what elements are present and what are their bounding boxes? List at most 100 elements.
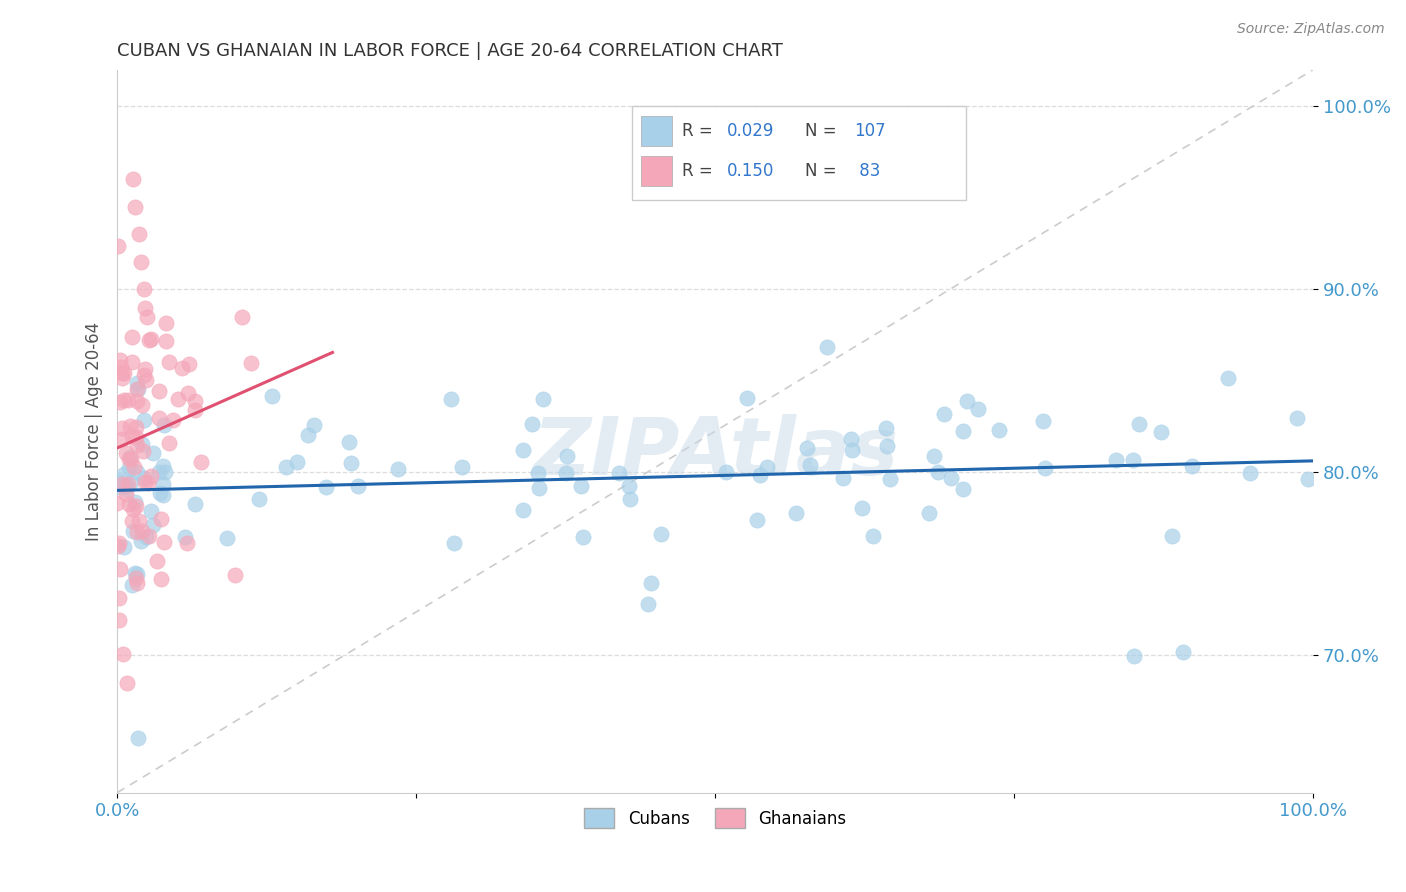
Point (121, 501, 143, 516)
Point (111, 476, 134, 491)
Point (124, 200, 146, 214)
Point (112, 366, 135, 380)
Point (112, 540, 135, 554)
Point (927, 465, 949, 479)
Point (125, 571, 148, 585)
Point (118, 497, 141, 511)
Point (285, 455, 308, 469)
Point (107, 539, 129, 553)
Point (745, 513, 768, 527)
Point (125, 376, 148, 390)
Point (756, 459, 779, 474)
Point (134, 475, 156, 490)
Point (1032, 414, 1054, 428)
Point (110, 353, 132, 368)
Point (231, 310, 253, 324)
Point (875, 421, 897, 435)
Point (450, 460, 472, 475)
Point (260, 389, 283, 403)
Point (132, 282, 155, 296)
Point (714, 465, 737, 479)
Point (108, 394, 131, 409)
Point (1033, 461, 1056, 475)
Point (735, 391, 758, 405)
Text: R =: R = (682, 122, 717, 140)
Point (125, 499, 148, 513)
Point (879, 472, 901, 486)
Point (122, 460, 145, 475)
Point (138, 529, 160, 543)
Point (1128, 417, 1150, 431)
Point (184, 497, 207, 511)
Point (120, 419, 142, 434)
Point (302, 418, 325, 433)
Point (125, 525, 148, 540)
Point (118, 450, 141, 464)
Point (572, 530, 595, 544)
Point (111, 432, 134, 446)
Text: 0.150: 0.150 (727, 161, 775, 180)
Point (315, 480, 337, 494)
Point (346, 479, 368, 493)
Point (110, 371, 132, 385)
Point (121, 429, 143, 443)
Point (138, 334, 160, 348)
Point (529, 481, 551, 495)
Point (129, 255, 152, 269)
Point (139, 504, 162, 518)
Point (155, 316, 177, 330)
Point (131, 437, 153, 451)
Point (142, 445, 165, 459)
Point (1105, 453, 1128, 467)
Point (114, 486, 136, 500)
Point (939, 471, 962, 485)
Point (120, 451, 142, 466)
Point (340, 456, 363, 470)
Point (799, 458, 821, 473)
Point (387, 462, 409, 476)
FancyBboxPatch shape (631, 106, 966, 200)
Point (274, 459, 297, 474)
Point (1181, 459, 1204, 474)
Point (155, 466, 177, 480)
Point (148, 411, 170, 425)
Point (1285, 410, 1308, 425)
Point (555, 449, 578, 463)
Point (115, 482, 138, 496)
Point (215, 531, 238, 545)
Point (796, 441, 818, 455)
Point (531, 392, 554, 407)
Point (132, 368, 155, 382)
Point (640, 576, 662, 591)
Point (337, 435, 360, 450)
Point (1160, 528, 1182, 542)
Point (107, 496, 129, 510)
Point (1218, 371, 1240, 385)
Text: 0.029: 0.029 (727, 122, 775, 140)
Point (111, 647, 134, 661)
Legend: Cubans, Ghanaians: Cubans, Ghanaians (578, 801, 852, 835)
Point (785, 506, 807, 520)
Point (176, 536, 198, 550)
Point (183, 394, 205, 409)
Point (555, 466, 578, 480)
Point (876, 439, 898, 453)
Y-axis label: In Labor Force | Age 20-64: In Labor Force | Age 20-64 (86, 322, 103, 541)
Text: Source: ZipAtlas.com: Source: ZipAtlas.com (1237, 22, 1385, 37)
Point (149, 486, 172, 500)
Point (121, 514, 143, 528)
Point (851, 501, 873, 516)
Point (150, 572, 173, 586)
Point (121, 354, 143, 368)
Point (148, 465, 170, 479)
Point (174, 530, 197, 544)
FancyBboxPatch shape (641, 156, 672, 186)
Point (839, 432, 862, 446)
Point (952, 425, 974, 439)
Point (1296, 472, 1319, 486)
Point (120, 475, 142, 489)
Point (988, 423, 1011, 437)
Point (141, 469, 163, 483)
Point (134, 412, 156, 426)
Point (127, 382, 149, 396)
